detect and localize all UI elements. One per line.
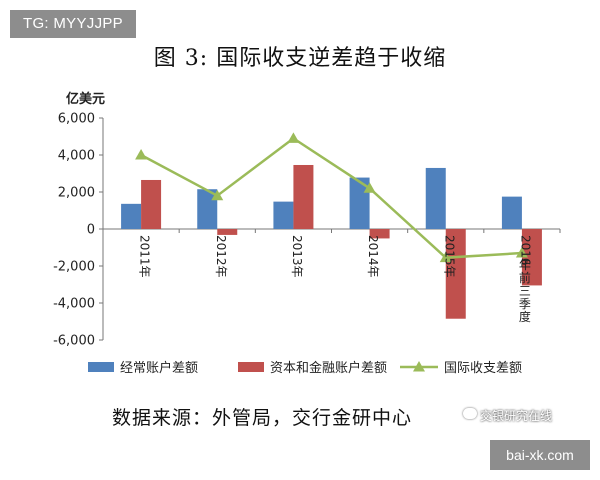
y-tick-label: 0 xyxy=(87,223,95,238)
line-marker-balance-of-payments xyxy=(439,251,452,263)
bar-current-account xyxy=(501,196,522,229)
line-balance-of-payments xyxy=(140,136,522,259)
legend-marker xyxy=(413,361,425,372)
legend-swatch xyxy=(238,362,264,372)
legend-swatch xyxy=(88,362,114,372)
bar-current-account xyxy=(425,167,446,229)
bar-current-account xyxy=(273,201,294,229)
source-note: 数据来源：外管局，交行金研中心 xyxy=(112,407,413,429)
bar-current-account xyxy=(121,203,142,229)
x-category-label-char: 三 xyxy=(519,284,531,298)
bar-capital-financial-account xyxy=(445,229,466,319)
legend-label: 经常账户差额 xyxy=(120,360,198,376)
line-marker-balance-of-payments xyxy=(287,132,300,143)
bar-capital-financial-account xyxy=(521,229,542,286)
line-marker-balance-of-payments xyxy=(363,182,376,193)
x-category-label: 2014年 xyxy=(366,235,380,278)
wechat-icon xyxy=(463,408,477,419)
x-category-label: 2012年 xyxy=(214,235,228,278)
x-category-label-char: 前 xyxy=(519,270,531,285)
bar-capital-financial-account xyxy=(369,229,390,239)
bar-capital-financial-account xyxy=(141,179,162,229)
x-category-label: 2013年 xyxy=(290,235,304,278)
watermark-text: 交银研究在线 xyxy=(480,409,553,423)
chart-title: 图 3: 国际收支逆差趋于收缩 xyxy=(153,46,447,71)
y-tick-label: 6,000 xyxy=(58,112,95,127)
y-tick-label: -2,000 xyxy=(53,260,95,275)
y-tick-label: -6,000 xyxy=(53,334,95,349)
x-category-label: 2011年 xyxy=(138,235,152,278)
y-tick-label: 4,000 xyxy=(58,149,95,164)
y-tick-label: 2,000 xyxy=(58,186,95,201)
y-tick-label: -4,000 xyxy=(53,297,95,312)
line-marker-balance-of-payments xyxy=(135,149,148,160)
bar-current-account xyxy=(349,177,370,229)
bar-capital-financial-account xyxy=(293,164,314,229)
site-label: bai-xk.com xyxy=(490,440,590,470)
tag-label: TG: MYYJJPP xyxy=(10,10,136,38)
bar-capital-financial-account xyxy=(217,229,238,235)
x-category-label-char: 年 xyxy=(519,258,531,272)
line-marker-balance-of-payments xyxy=(211,189,224,201)
x-category-label: 2015年 xyxy=(442,235,456,278)
y-axis-unit-label: 亿美元 xyxy=(66,91,105,107)
legend-label: 国际收支差额 xyxy=(444,361,522,376)
line-marker-balance-of-payments xyxy=(515,247,528,258)
x-category-label: 2016 xyxy=(518,235,532,266)
legend-label: 资本和金融账户差额 xyxy=(270,360,387,376)
x-category-label-char: 度 xyxy=(519,309,531,324)
x-category-label-char: 季 xyxy=(519,297,531,311)
